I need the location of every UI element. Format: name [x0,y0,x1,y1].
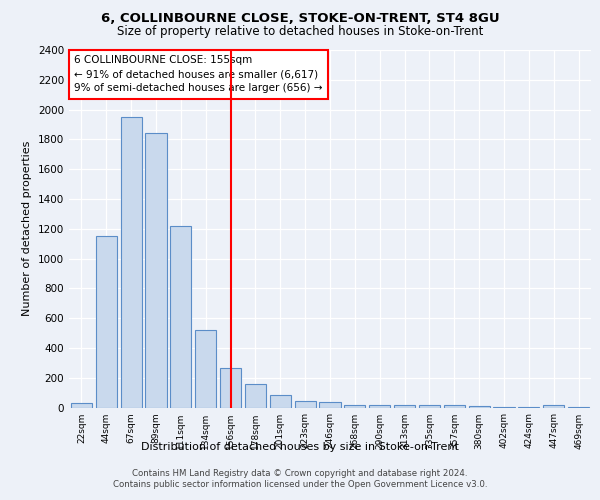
Bar [444,406,465,407]
Bar [71,403,92,407]
Bar [145,134,167,407]
Bar [394,404,415,407]
Text: 6 COLLINBOURNE CLOSE: 155sqm
← 91% of detached houses are smaller (6,617)
9% of : 6 COLLINBOURNE CLOSE: 155sqm ← 91% of de… [74,56,323,94]
Bar [344,404,365,407]
Text: Size of property relative to detached houses in Stoke-on-Trent: Size of property relative to detached ho… [117,25,483,38]
Text: Distribution of detached houses by size in Stoke-on-Trent: Distribution of detached houses by size … [141,442,459,452]
Text: 6, COLLINBOURNE CLOSE, STOKE-ON-TRENT, ST4 8GU: 6, COLLINBOURNE CLOSE, STOKE-ON-TRENT, S… [101,12,499,26]
Bar [518,407,539,408]
Bar [419,406,440,407]
Bar [195,330,216,407]
Bar [369,404,390,407]
Text: Contains HM Land Registry data © Crown copyright and database right 2024.: Contains HM Land Registry data © Crown c… [132,469,468,478]
Text: Contains public sector information licensed under the Open Government Licence v3: Contains public sector information licen… [113,480,487,489]
Bar [493,407,515,408]
Bar [319,402,341,407]
Bar [270,395,291,407]
Bar [96,236,117,408]
Bar [220,368,241,408]
Bar [295,401,316,407]
Bar [121,117,142,408]
Bar [245,384,266,407]
Bar [568,407,589,408]
Bar [543,404,564,407]
Bar [469,406,490,407]
Y-axis label: Number of detached properties: Number of detached properties [22,141,32,316]
Bar [170,226,191,408]
